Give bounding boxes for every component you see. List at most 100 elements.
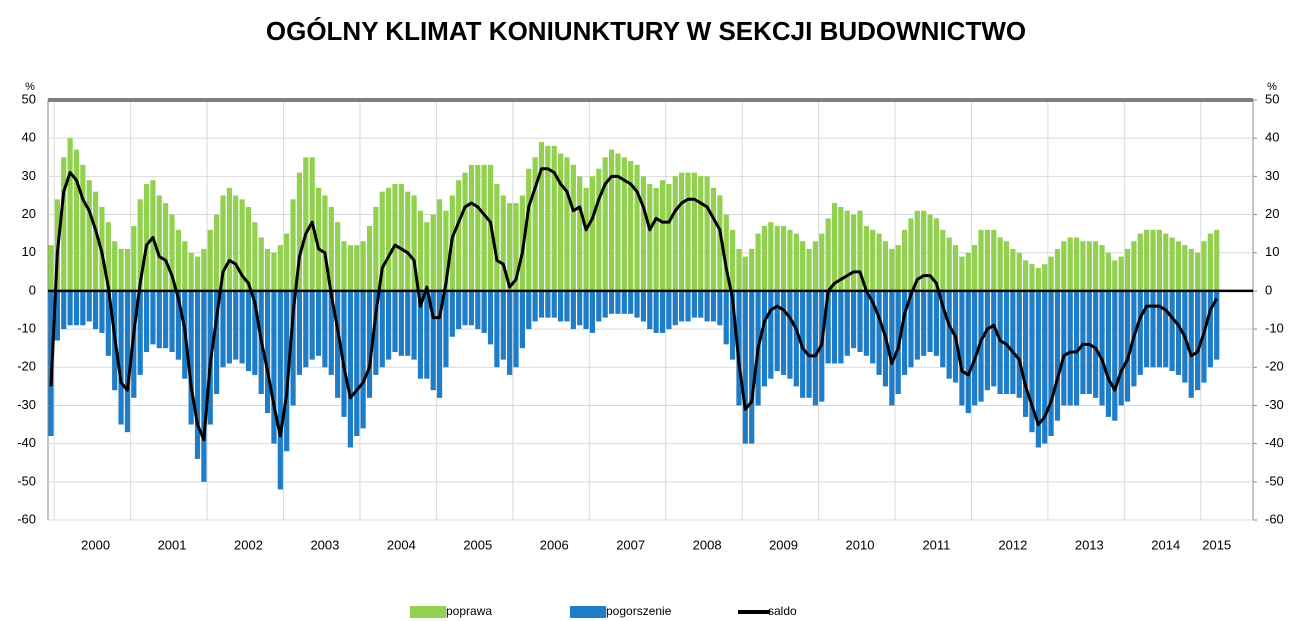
- bar: [551, 145, 557, 291]
- bar: [1201, 241, 1207, 291]
- bar: [1188, 248, 1194, 291]
- bar: [685, 172, 691, 291]
- bar: [481, 290, 487, 333]
- bar: [1042, 290, 1048, 444]
- bar: [780, 226, 787, 291]
- bar: [812, 290, 818, 406]
- bar: [373, 290, 379, 375]
- bar: [608, 290, 615, 314]
- y-tick-label: 40: [22, 130, 36, 145]
- bar: [118, 248, 124, 291]
- bar: [1035, 268, 1041, 291]
- bar: [1144, 229, 1150, 291]
- bar: [226, 187, 232, 291]
- bar: [742, 290, 748, 444]
- bar: [67, 290, 73, 326]
- bar: [889, 248, 895, 291]
- bar: [825, 218, 831, 291]
- bar: [538, 290, 545, 318]
- bar: [500, 195, 506, 291]
- bar: [48, 245, 54, 291]
- bar: [405, 191, 411, 291]
- bar: [1163, 290, 1169, 368]
- bar: [704, 176, 710, 291]
- bar: [1207, 290, 1213, 368]
- bar: [315, 290, 322, 356]
- y-tick-label: -20: [17, 359, 36, 374]
- bar: [933, 290, 940, 356]
- bar: [583, 187, 589, 291]
- bar: [551, 290, 557, 318]
- bar: [1048, 256, 1054, 291]
- bar: [150, 180, 156, 291]
- bar: [545, 145, 551, 291]
- bar: [704, 290, 710, 322]
- bar: [800, 241, 806, 291]
- bar: [487, 290, 494, 345]
- bar: [67, 138, 73, 291]
- x-tick-label: 2015: [1202, 537, 1231, 552]
- bar: [761, 290, 768, 387]
- bar: [118, 290, 124, 425]
- bar: [653, 187, 659, 291]
- bar: [793, 233, 799, 291]
- bar: [1156, 290, 1162, 368]
- bar: [691, 172, 697, 291]
- bar: [526, 168, 532, 291]
- bar: [99, 290, 105, 333]
- x-tick-label: 2002: [234, 537, 263, 552]
- x-tick-label: 2003: [310, 537, 339, 552]
- x-tick-label: 2004: [387, 537, 416, 552]
- bar: [736, 248, 742, 291]
- bar: [761, 226, 768, 291]
- bar: [1080, 290, 1086, 394]
- bar: [494, 290, 500, 368]
- bar: [1150, 290, 1156, 368]
- bar: [991, 229, 997, 291]
- bar: [831, 203, 838, 291]
- bar: [787, 290, 793, 379]
- y2-tick-label: 50: [1265, 91, 1279, 106]
- bar: [1131, 241, 1137, 291]
- bar: [245, 206, 252, 291]
- bar: [570, 290, 576, 330]
- bar: [780, 290, 787, 375]
- bar: [608, 149, 615, 291]
- bar: [793, 290, 799, 387]
- bar: [405, 290, 411, 356]
- y-tick-label: -60: [17, 511, 36, 526]
- bar: [1150, 229, 1156, 291]
- bar: [927, 214, 933, 291]
- bar: [86, 180, 92, 291]
- bar: [1073, 290, 1080, 406]
- bar: [863, 226, 869, 291]
- bar: [1175, 241, 1182, 291]
- bar: [143, 290, 150, 352]
- bar: [214, 290, 220, 394]
- bar: [201, 248, 207, 291]
- y-tick-label: 20: [22, 206, 36, 221]
- bar: [264, 248, 271, 291]
- bar: [1073, 237, 1080, 291]
- bar: [1124, 290, 1131, 402]
- bar: [1137, 290, 1143, 375]
- bar: [519, 290, 525, 349]
- bar: [494, 184, 500, 291]
- bar: [462, 172, 468, 291]
- bar: [277, 290, 283, 490]
- y-tick-label: 0: [29, 282, 36, 297]
- y2-tick-label: -50: [1265, 473, 1284, 488]
- y2-unit: %: [1267, 81, 1277, 93]
- bar: [347, 290, 353, 448]
- y-tick-label: 50: [22, 91, 36, 106]
- y-unit: %: [25, 81, 35, 93]
- y2-tick-label: 30: [1265, 168, 1279, 183]
- bar: [602, 290, 608, 318]
- bar: [685, 290, 691, 322]
- bar: [589, 176, 596, 291]
- bar: [1099, 245, 1105, 291]
- bar: [952, 245, 959, 291]
- bar: [322, 195, 328, 291]
